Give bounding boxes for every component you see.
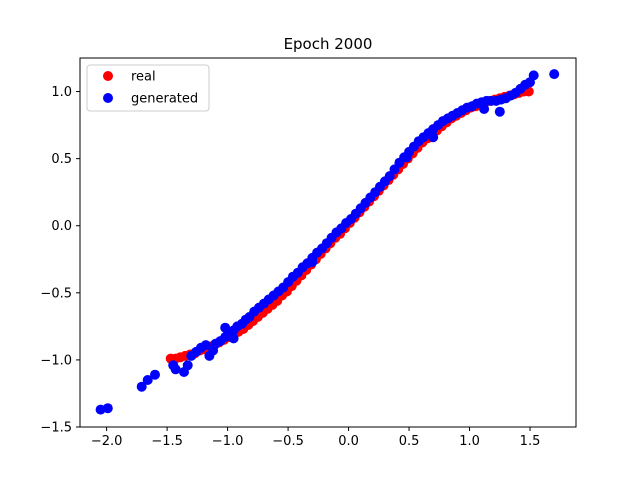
generated-point bbox=[200, 340, 211, 351]
generated-point bbox=[136, 381, 147, 392]
generated-point bbox=[170, 364, 181, 375]
y-tick-label: 1.0 bbox=[51, 85, 72, 100]
x-tick-label: −2.0 bbox=[91, 434, 123, 449]
y-tick-label: 0.5 bbox=[51, 152, 72, 167]
generated-point bbox=[479, 104, 490, 114]
x-tick-label: 0.0 bbox=[338, 434, 359, 449]
points-layer bbox=[95, 69, 560, 415]
x-tick-label: 0.5 bbox=[399, 434, 420, 449]
generated-point bbox=[150, 369, 160, 380]
x-tick-label: −0.5 bbox=[272, 434, 304, 449]
generated-point bbox=[142, 375, 153, 385]
generated-point bbox=[528, 70, 539, 81]
chart-title: Epoch 2000 bbox=[284, 35, 373, 53]
x-axis-ticks: −2.0 −1.5 −1.0 −0.5 0.0 0.5 1.0 1.5 bbox=[91, 427, 541, 449]
y-tick-label: −1.0 bbox=[40, 353, 72, 368]
legend-label-generated: generated bbox=[131, 92, 198, 107]
y-tick-label: −0.5 bbox=[40, 286, 72, 301]
legend: real generated bbox=[86, 64, 210, 112]
x-tick-label: −1.5 bbox=[151, 434, 183, 449]
generated-point bbox=[494, 106, 505, 117]
y-axis-ticks: −1.5 −1.0 −0.5 0.0 0.5 1.0 bbox=[40, 85, 80, 436]
x-tick-label: 1.5 bbox=[520, 434, 541, 449]
legend-marker-real bbox=[103, 71, 113, 81]
legend-box bbox=[86, 64, 210, 112]
y-tick-label: −1.5 bbox=[40, 421, 72, 436]
y-tick-label: 0.0 bbox=[51, 219, 72, 234]
generated-point bbox=[401, 152, 412, 163]
generated-point bbox=[228, 333, 239, 344]
generated-point bbox=[307, 257, 318, 267]
legend-label-real: real bbox=[131, 70, 156, 85]
x-tick-label: 1.0 bbox=[459, 434, 480, 449]
generated-point bbox=[182, 360, 193, 371]
generated-point bbox=[102, 403, 113, 414]
x-tick-label: −1.0 bbox=[212, 434, 244, 449]
legend-marker-generated bbox=[103, 93, 113, 103]
generated-point bbox=[549, 69, 560, 80]
plot-frame bbox=[79, 57, 577, 428]
generated-point bbox=[428, 132, 439, 143]
generated-point bbox=[220, 322, 231, 333]
